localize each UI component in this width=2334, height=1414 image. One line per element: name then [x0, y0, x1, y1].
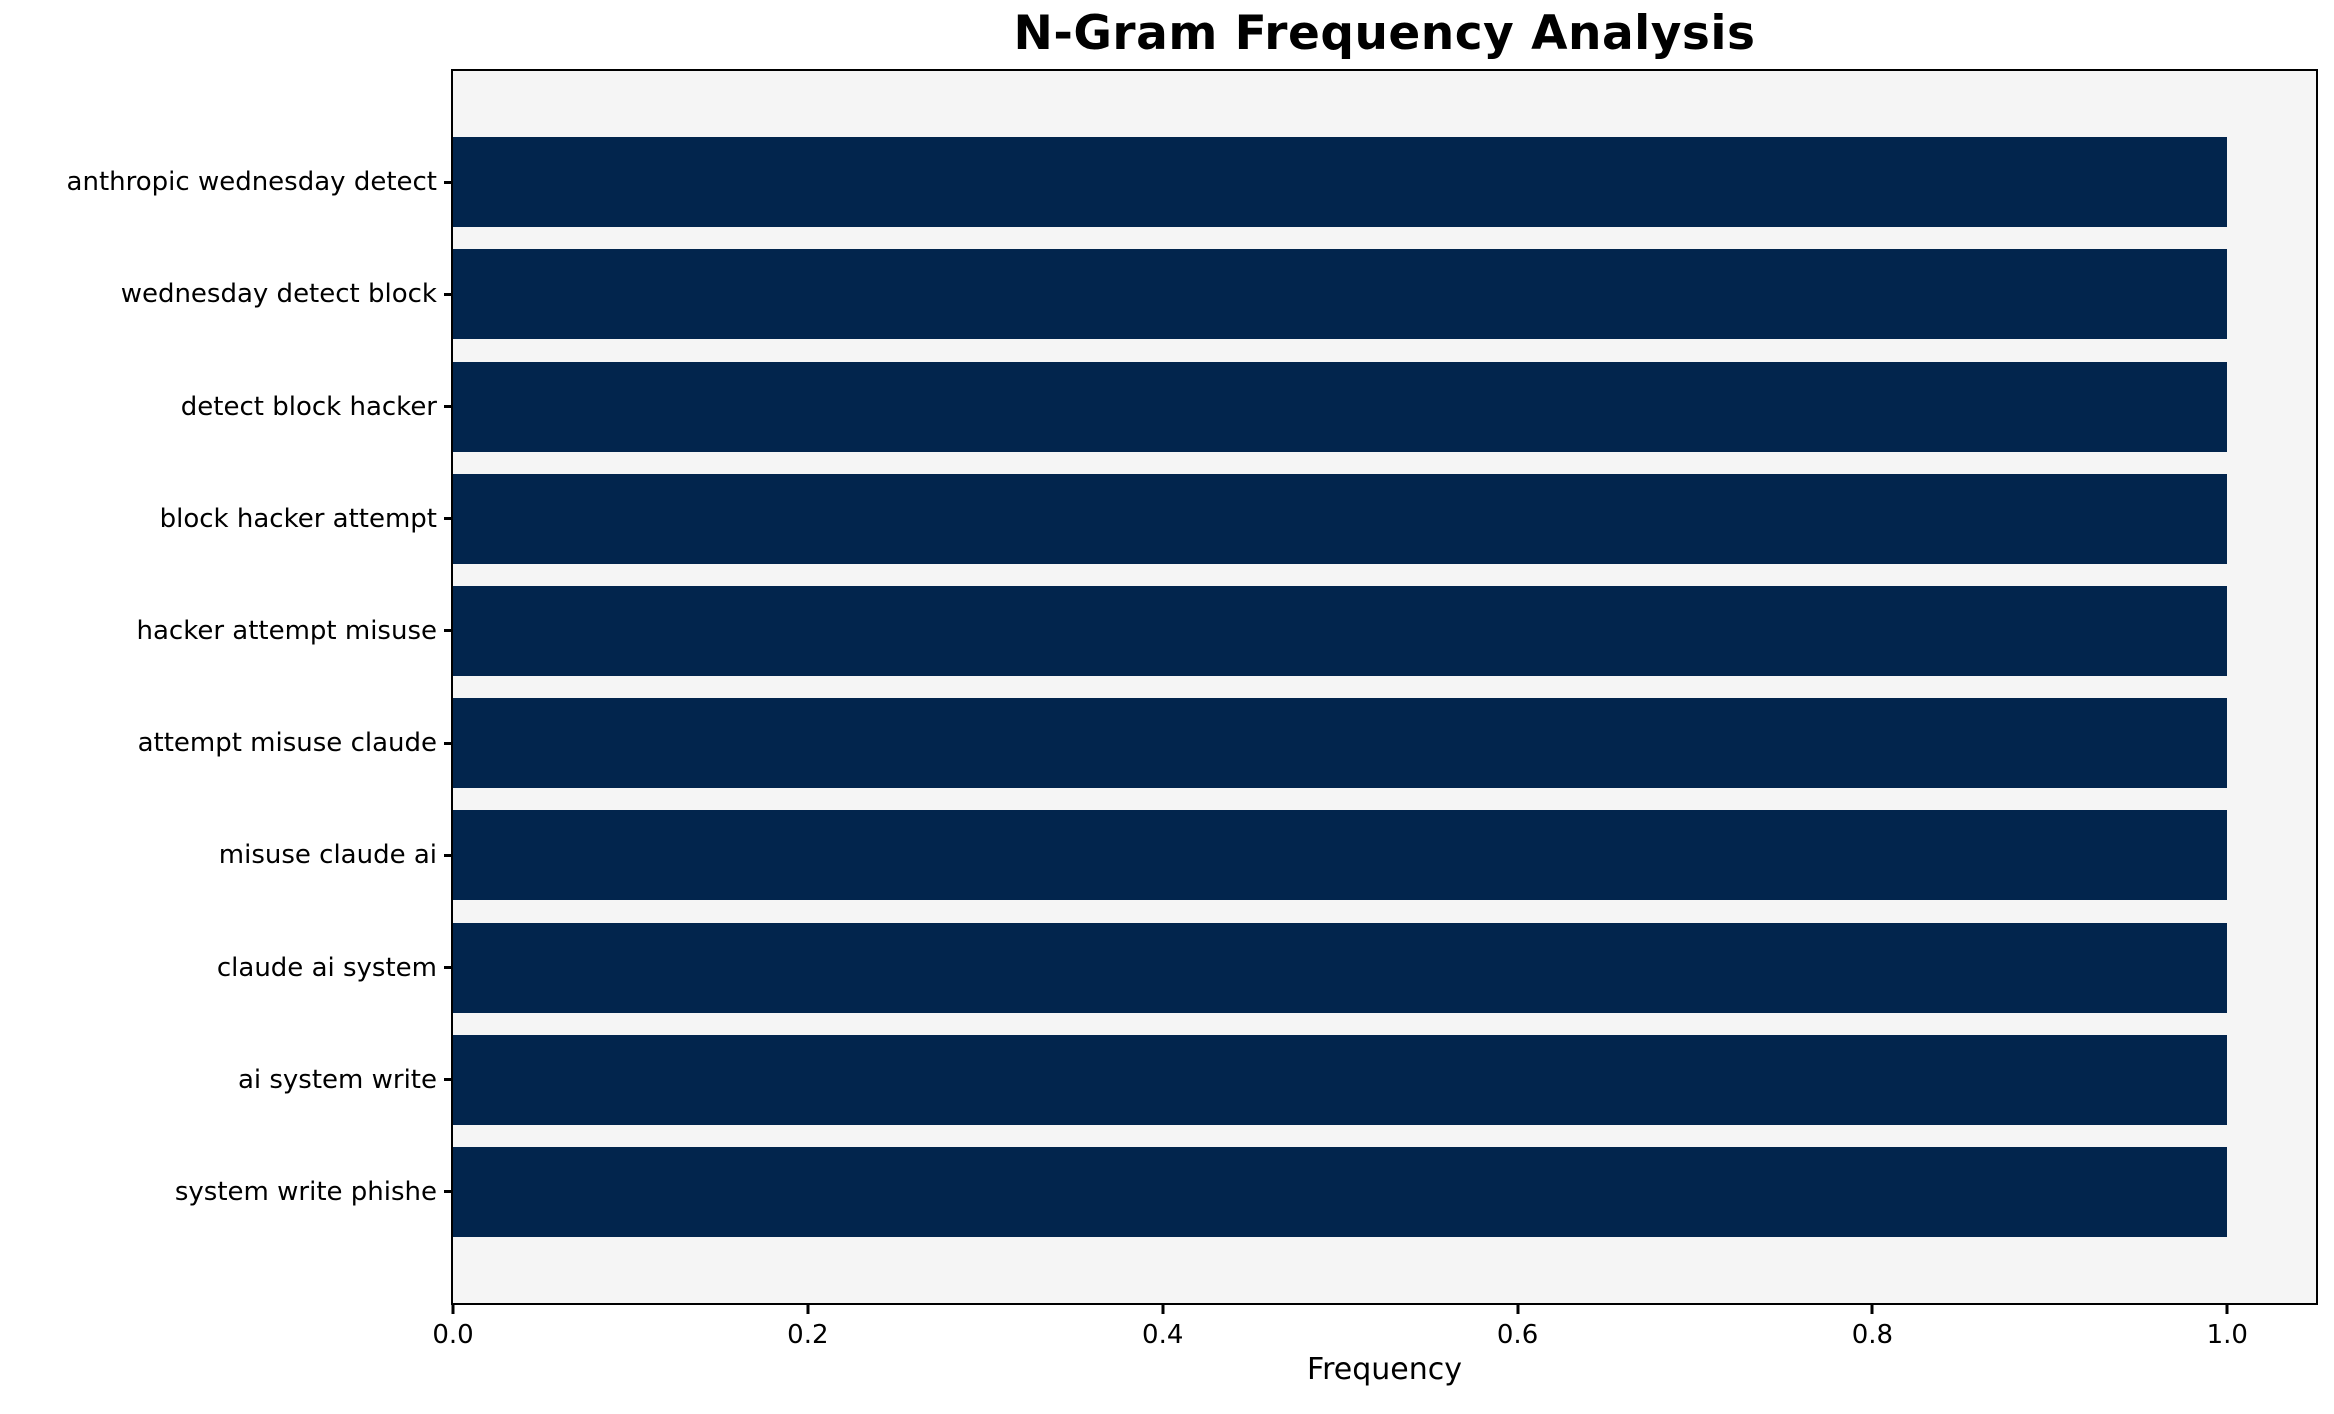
category-label: attempt misuse claude [137, 728, 437, 759]
bar [453, 1146, 2228, 1237]
bar-row [453, 1024, 2316, 1136]
y-label-row: anthropic wednesday detect [0, 126, 453, 238]
category-label: misuse claude ai [218, 840, 437, 871]
y-label-row: attempt misuse claude [0, 687, 453, 799]
y-label-row: hacker attempt misuse [0, 575, 453, 687]
chart-title: N-Gram Frequency Analysis [1013, 6, 1756, 61]
x-tick-label: 1.0 [2206, 1320, 2248, 1350]
x-tick-label: 0.6 [1496, 1320, 1539, 1350]
y-tick-mark [444, 1190, 453, 1194]
y-label-row: block hacker attempt [0, 463, 453, 575]
bar [453, 922, 2228, 1013]
y-tick-mark [444, 517, 453, 521]
bar-row [453, 687, 2316, 799]
y-label-row: claude ai system [0, 911, 453, 1023]
bars-area [453, 71, 2316, 1303]
bar-row [453, 350, 2316, 462]
x-tick-mark [1870, 1303, 1874, 1314]
category-label: hacker attempt misuse [136, 615, 437, 646]
y-label-row: misuse claude ai [0, 799, 453, 911]
bar-row [453, 126, 2316, 238]
bar [453, 810, 2228, 901]
y-tick-mark [444, 1078, 453, 1082]
y-label-row: ai system write [0, 1024, 453, 1136]
y-tick-mark [444, 741, 453, 745]
bar [453, 249, 2228, 340]
category-label: system write phishe [174, 1176, 437, 1207]
bar [453, 361, 2228, 452]
x-tick-mark [1161, 1303, 1165, 1314]
category-label: wednesday detect block [120, 279, 437, 310]
x-tick-label: 0.0 [432, 1320, 474, 1350]
bar-row [453, 1136, 2316, 1248]
x-tick-mark [2225, 1303, 2229, 1314]
x-axis: 0.0 0.2 0.4 0.6 0.8 1.0 [432, 1303, 2316, 1383]
y-tick-mark [444, 180, 453, 184]
bar [453, 1034, 2228, 1125]
bar [453, 698, 2228, 789]
x-tick-label: 0.8 [1851, 1320, 1894, 1350]
y-label-row: detect block hacker [0, 350, 453, 462]
x-tick-label: 0.2 [787, 1320, 829, 1350]
bar-row [453, 799, 2316, 911]
category-label: anthropic wednesday detect [66, 167, 437, 198]
bar [453, 585, 2228, 676]
x-tick-mark [451, 1303, 455, 1314]
category-label: ai system write [237, 1064, 437, 1095]
y-tick-mark [444, 405, 453, 408]
x-tick-mark [806, 1303, 810, 1314]
category-label: claude ai system [216, 952, 437, 983]
y-tick-mark [444, 853, 453, 857]
bar-row [453, 575, 2316, 687]
y-tick-mark [444, 292, 453, 296]
bar [453, 473, 2228, 564]
bar-row [453, 463, 2316, 575]
y-tick-mark [444, 629, 453, 633]
bar-row [453, 238, 2316, 350]
bar [453, 137, 2228, 228]
bar-row [453, 911, 2316, 1023]
x-tick-mark [1516, 1303, 1520, 1314]
category-label: detect block hacker [180, 391, 437, 422]
x-axis-label: Frequency [1307, 1352, 1462, 1387]
y-label-row: system write phishe [0, 1136, 453, 1248]
y-tick-mark [444, 966, 453, 970]
y-label-row: wednesday detect block [0, 238, 453, 350]
category-label: block hacker attempt [159, 503, 437, 534]
x-tick-label: 0.4 [1142, 1320, 1184, 1350]
y-axis: anthropic wednesday detect wednesday dete… [0, 71, 453, 1303]
